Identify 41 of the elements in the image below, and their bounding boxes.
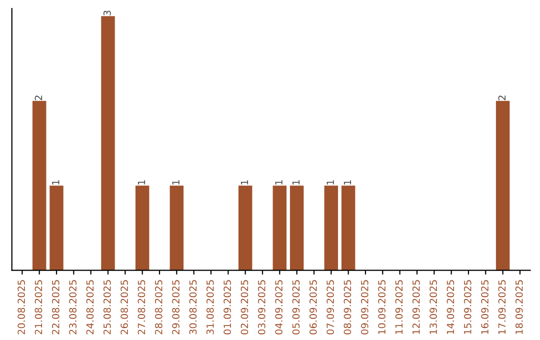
x-tick-label: 20.08.2025 <box>18 280 25 334</box>
x-tick-label: 22.08.2025 <box>52 280 60 334</box>
data-label: 1 <box>275 180 282 185</box>
x-tick-label: 23.08.2025 <box>69 280 76 334</box>
x-tick-label: 13.09.2025 <box>430 280 437 334</box>
x-tick-label: 31.08.2025 <box>206 280 214 334</box>
x-tick-label: 05.09.2025 <box>292 280 300 334</box>
x-tick-label: 04.09.2025 <box>275 280 282 334</box>
x-tick-label: 02.09.2025 <box>240 280 248 334</box>
x-tick-label: 30.08.2025 <box>189 280 197 334</box>
data-label: 3 <box>103 10 111 16</box>
x-tick-label: 26.08.2025 <box>120 280 128 334</box>
data-label: 1 <box>138 180 146 185</box>
x-tick-label: 27.08.2025 <box>138 280 146 334</box>
x-tick-label: 24.08.2025 <box>86 280 94 334</box>
x-tick-label: 12.09.2025 <box>412 280 420 334</box>
data-label: 1 <box>344 180 352 185</box>
data-label: 1 <box>240 180 248 185</box>
x-tick-label: 21.08.2025 <box>34 280 42 334</box>
x-tick-label: 06.09.2025 <box>309 280 317 334</box>
x-tick-label: 03.09.2025 <box>258 280 266 334</box>
x-tick-label: 29.08.2025 <box>172 280 180 334</box>
x-tick-label: 16.09.2025 <box>481 280 488 334</box>
data-label: 1 <box>172 180 180 185</box>
x-tick-label: 17.09.2025 <box>498 280 506 334</box>
x-tick-label: 08.09.2025 <box>344 280 352 334</box>
data-label: 2 <box>498 96 506 100</box>
data-label: 1 <box>52 180 60 185</box>
data-label: 1 <box>326 180 334 185</box>
x-tick-label: 11.09.2025 <box>395 280 403 334</box>
x-tick-label: 15.09.2025 <box>464 280 472 334</box>
x-tick-label: 10.09.2025 <box>378 280 386 334</box>
x-tick-label: 07.09.2025 <box>326 280 334 334</box>
x-tick-label: 28.08.2025 <box>154 280 162 334</box>
x-tick-label: 14.09.2025 <box>446 280 454 334</box>
x-tick-label: 09.09.2025 <box>360 280 368 334</box>
data-label: 2 <box>34 96 42 100</box>
x-tick-label: 18.09.2025 <box>515 280 523 334</box>
x-tick-label: 01.09.2025 <box>224 280 231 334</box>
data-label: 1 <box>292 180 300 185</box>
x-tick-label: 25.08.2025 <box>103 280 111 334</box>
